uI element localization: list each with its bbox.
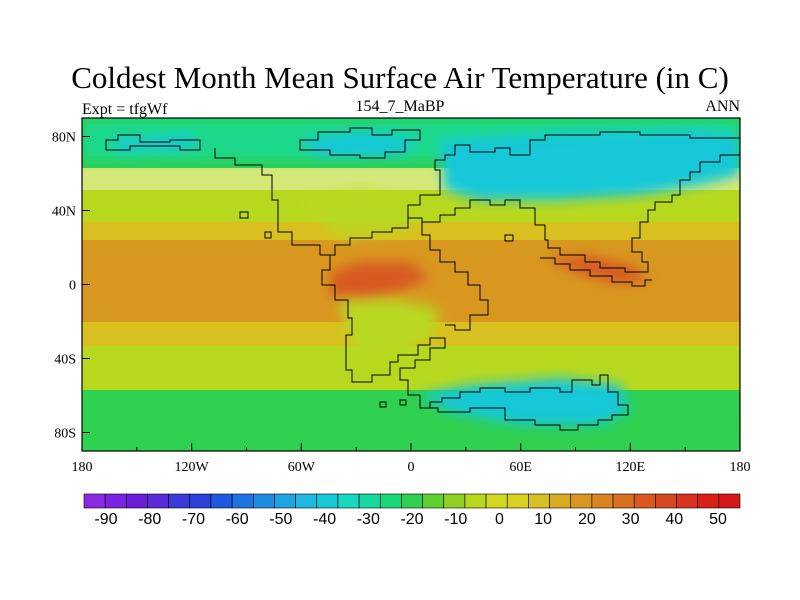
y-tick-label: 80N — [52, 131, 76, 146]
experiment-label: Expt = tfgWf — [82, 101, 168, 118]
colorbar-swatch — [528, 493, 550, 509]
y-tick-labels: 80N 40N 0 40S 80S — [52, 131, 76, 442]
patch-hot-africa — [330, 262, 430, 300]
x-tick-label: 60W — [288, 460, 316, 475]
colorbar-label: 10 — [534, 511, 552, 528]
colorbar-swatch — [591, 493, 614, 509]
y-tick-label: 80S — [54, 427, 76, 442]
x-tick-label: 180 — [72, 460, 93, 475]
colorbar-swatch — [379, 493, 402, 509]
colorbar-swatch — [443, 493, 466, 509]
colorbar-swatch — [126, 493, 148, 509]
colorbar-label: -90 — [94, 511, 117, 528]
coastline-small-island-3 — [504, 234, 514, 242]
x-tick-label: 0 — [408, 460, 415, 475]
colorbar-swatch — [147, 493, 169, 509]
x-tick-label: 60E — [509, 460, 532, 475]
patch-eurasia-cold — [440, 130, 740, 200]
patch-land-yellow — [340, 300, 440, 360]
colorbar-swatch — [252, 493, 275, 509]
colorbar-swatch — [189, 493, 212, 509]
coastline-south-continent — [419, 374, 629, 431]
colorbar-swatch — [274, 493, 296, 509]
colorbar-swatch — [337, 493, 360, 509]
band-subtropic-north — [82, 222, 740, 240]
colorbar-label: -70 — [182, 511, 205, 528]
time-label: 154_7_MaBP — [355, 98, 445, 115]
colorbar-swatch — [549, 493, 572, 509]
colorbar-swatch — [83, 493, 106, 509]
colorbar-label: -10 — [444, 511, 467, 528]
tick-marks — [81, 136, 741, 451]
colorbar-label: 0 — [495, 511, 504, 528]
colorbar-label: 20 — [578, 511, 596, 528]
coastline-small-island-5 — [399, 399, 407, 406]
colorbar-swatch — [697, 493, 720, 509]
colorbar-swatch — [633, 493, 656, 509]
coastline-north-america — [214, 148, 446, 396]
coastline-eurasia — [407, 131, 740, 273]
colorbar-label: -80 — [138, 511, 161, 528]
colorbar-swatch — [655, 493, 677, 509]
coastline-africa-west — [322, 217, 489, 331]
colorbar-swatch — [168, 493, 191, 509]
colorbar-swatch — [485, 493, 508, 509]
coastlines — [105, 127, 740, 431]
patch-north-land-yellow — [300, 190, 420, 240]
colorbar-swatch — [210, 493, 233, 509]
coastline-arctic-island-2 — [299, 127, 421, 159]
colorbar-swatch — [718, 493, 741, 509]
coastline-arctic-island — [105, 134, 201, 151]
coastline-small-island-4 — [379, 401, 387, 408]
coastline-small-island-1 — [239, 211, 249, 219]
colorbar-label: -30 — [357, 511, 380, 528]
colorbar-swatch — [506, 493, 529, 509]
band-subpolar-south — [82, 390, 740, 451]
coastline-asia-islands — [540, 257, 652, 287]
x-tick-labels: 180 120W 60W 0 60E 120E 180 — [72, 460, 751, 475]
x-tick-label: 120E — [616, 460, 646, 475]
colorbar-swatch — [676, 493, 698, 509]
x-tick-label: 180 — [730, 460, 751, 475]
colorbar — [83, 493, 741, 509]
coastline-small-island-2 — [264, 231, 272, 239]
colorbar-label: -20 — [400, 511, 423, 528]
colorbar-label: 30 — [622, 511, 640, 528]
colorbar-swatch — [570, 493, 593, 509]
y-tick-label: 40S — [54, 353, 76, 368]
x-tick-label: 120W — [175, 460, 210, 475]
colorbar-labels: -90 -80 -70 -60 -50 -40 -30 -20 -10 0 10 20 30 40 50 — [94, 511, 727, 528]
colorbar-label: -60 — [226, 511, 249, 528]
patch-antarctic-cold — [420, 378, 630, 425]
colorbar-swatch — [104, 493, 127, 509]
colorbar-swatch — [358, 493, 381, 509]
colorbar-swatch — [401, 493, 423, 509]
patch-hot-asia — [545, 256, 650, 284]
colorbar-label: -50 — [269, 511, 292, 528]
patch-arctic-cold — [110, 135, 200, 152]
season-label: ANN — [705, 98, 740, 115]
colorbar-label: -40 — [313, 511, 336, 528]
page-title: Coldest Month Mean Surface Air Temperatu… — [71, 60, 729, 95]
colorbar-label: 50 — [709, 511, 727, 528]
colorbar-label: 40 — [665, 511, 683, 528]
y-tick-label: 0 — [69, 279, 76, 294]
colorbar-swatch — [464, 493, 487, 509]
colorbar-swatch — [316, 493, 339, 509]
colorbar-swatch — [612, 493, 635, 509]
y-tick-label: 40N — [52, 205, 76, 220]
colorbar-swatch — [231, 493, 254, 509]
colorbar-swatch — [295, 493, 318, 509]
temperature-field — [82, 118, 740, 451]
colorbar-swatch — [422, 493, 445, 509]
